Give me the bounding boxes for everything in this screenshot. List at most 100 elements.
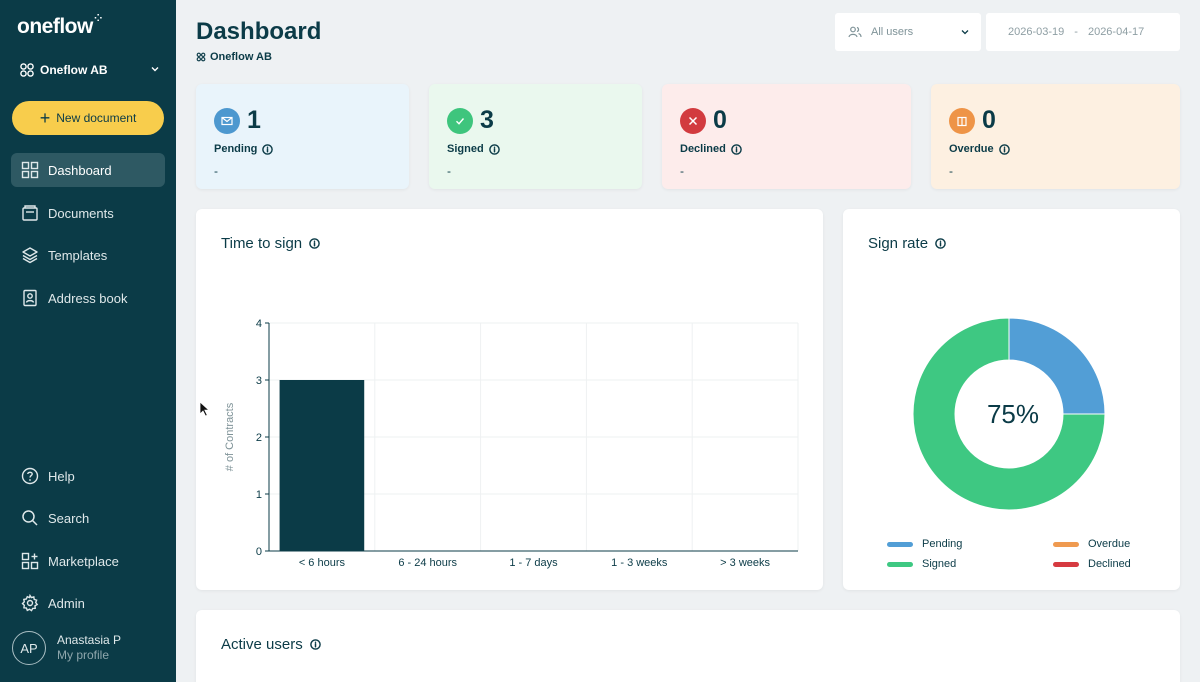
mouse-cursor-icon [199,401,210,417]
legend-item-declined[interactable]: Declined [1053,558,1131,570]
stat-card-declined[interactable]: 0 Declined - [662,84,911,189]
stat-label-text: Pending [214,143,258,155]
date-from[interactable]: 2026-03-19 [1008,26,1065,38]
y-axis-label: # of Contracts [224,402,236,471]
stat-count: 3 [480,106,494,134]
nav-item-admin[interactable]: Admin [11,586,165,620]
nav-item-label: Templates [48,247,108,263]
stat-count: 1 [247,106,261,134]
new-document-button[interactable]: + New document [12,101,164,135]
nav-item-help[interactable]: Help [11,459,165,493]
stat-count: 0 [982,106,996,134]
legend-label: Declined [1088,558,1131,570]
chevron-down-icon [151,67,159,72]
check-icon [456,118,465,125]
nav-item-label: Documents [48,205,114,221]
user-filter-select[interactable]: All users [835,13,981,51]
nav-item-templates[interactable]: Templates [11,238,165,272]
panel-title-text: Active users [221,636,303,653]
panel-title: Active users [221,636,321,653]
nav-item-label: Marketplace [48,553,119,569]
legend-item-overdue[interactable]: Overdue [1053,538,1130,550]
legend-label: Signed [922,558,957,570]
legend-label: Overdue [1088,538,1131,550]
stat-card-pending[interactable]: 1 Pending - [196,84,409,189]
stat-label: Overdue [949,143,1010,155]
stat-count: 0 [713,106,727,134]
avatar: AP [12,631,46,665]
dashboard-grid-icon [21,161,39,179]
org-switcher[interactable]: Oneflow AB [19,61,161,79]
info-icon[interactable] [488,143,500,155]
time-to-sign-chart: 0 1 2 3 4 < 6 hours 6 - 24 hours 1 - 7 days 1 -… [224,318,799,569]
slice-signed[interactable] [912,317,1106,511]
templates-layers-icon [22,247,38,264]
panel-title-text: Sign rate [868,235,929,252]
nav-item-label: Search [48,510,90,526]
x-tick-label: 1 - 7 days [509,557,558,569]
panel-title-text: Time to sign [221,235,303,252]
nav-item-label: Help [48,468,75,484]
nav-item-documents[interactable]: Documents [11,196,165,230]
y-tick-label: 2 [256,432,262,444]
org-name: Oneflow AB [40,63,108,77]
page-title: Dashboard [196,18,322,45]
stat-sub: - [680,164,684,178]
chevron-down-icon [961,30,969,35]
date-range-picker[interactable]: 2026-03-19 - 2026-04-17 [986,13,1180,51]
close-icon [688,116,698,126]
y-tick-label: 4 [256,318,262,330]
legend-item-pending[interactable]: Pending [887,538,962,550]
help-icon [21,467,39,485]
info-icon[interactable] [935,238,946,249]
sparkle-icon: ⁘ [93,13,102,24]
legend-label: Pending [922,538,963,550]
calendar-icon [957,116,967,127]
nav-item-label: Dashboard [48,162,112,178]
active-users-panel: Active users [196,610,1180,682]
stat-icon-circle [680,108,706,134]
org-icon [20,63,34,77]
new-document-label: New document [56,111,137,125]
stat-label: Signed [447,143,500,155]
x-tick-label: 6 - 24 hours [398,557,457,569]
legend-item-signed[interactable]: Signed [887,558,956,570]
documents-icon [22,205,38,221]
sign-rate-chart: 75% [912,317,1106,511]
legend-swatch [887,561,913,567]
date-to[interactable]: 2026-04-17 [1087,26,1145,38]
stat-card-overdue[interactable]: 0 Overdue - [931,84,1180,189]
gear-icon [21,594,39,612]
page-subtitle: Oneflow AB [196,51,272,63]
date-separator: - [1074,26,1078,38]
stat-card-signed[interactable]: 3 Signed - [429,84,642,189]
nav-item-dashboard[interactable]: Dashboard [11,153,165,187]
info-icon[interactable] [998,143,1010,155]
plus-icon: + [39,108,51,128]
nav-item-marketplace[interactable]: Marketplace [11,544,165,578]
address-book-icon [23,289,37,307]
org-icon [196,52,206,62]
info-icon[interactable] [731,143,742,155]
y-tick-label: 3 [256,375,262,387]
envelope-icon [221,116,233,126]
y-tick-label: 0 [256,546,262,558]
info-icon[interactable] [262,143,274,155]
time-to-sign-panel: Time to sign 0 1 2 3 4 < 6 hours 6 - 24 hours… [196,209,823,590]
legend-swatch [1053,541,1079,547]
x-tick-label: 1 - 3 weeks [611,557,668,569]
nav-item-address-book[interactable]: Address book [11,281,165,315]
profile-subtitle: My profile [57,648,110,662]
stat-icon-circle [447,108,473,134]
slice-pending[interactable] [1008,317,1106,415]
nav-item-search[interactable]: Search [11,501,165,535]
search-icon [22,510,38,526]
info-icon[interactable] [309,238,320,249]
info-icon[interactable] [309,639,321,650]
legend-swatch [887,541,913,547]
stat-sub: - [949,164,953,178]
profile-menu[interactable]: AP Anastasia P My profile [12,631,121,665]
stat-label-text: Declined [680,143,726,155]
x-tick-label: > 3 weeks [720,557,770,569]
oneflow-logo[interactable]: oneflow ⁘ [17,13,102,39]
